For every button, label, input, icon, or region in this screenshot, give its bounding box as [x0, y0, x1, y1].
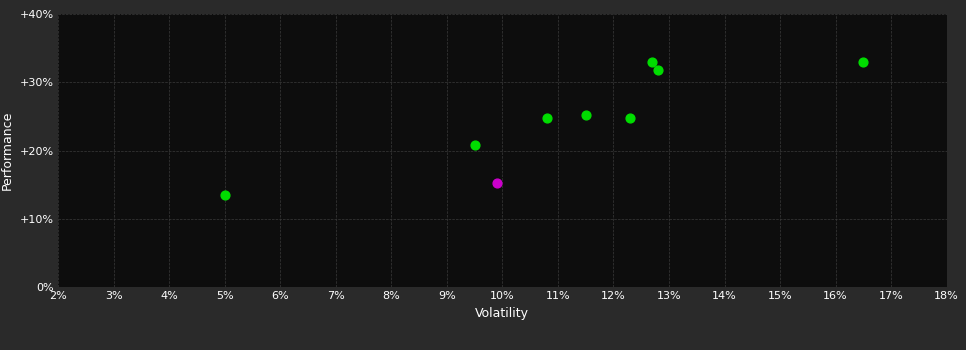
Point [467, 142, 482, 148]
Point [856, 59, 871, 64]
Point [650, 67, 666, 73]
Point [489, 181, 504, 186]
Point [216, 192, 232, 198]
Point [539, 115, 554, 120]
Point [578, 112, 593, 118]
Point [622, 115, 638, 120]
Point [644, 59, 660, 64]
X-axis label: Volatility: Volatility [475, 307, 529, 320]
Y-axis label: Performance: Performance [1, 111, 14, 190]
